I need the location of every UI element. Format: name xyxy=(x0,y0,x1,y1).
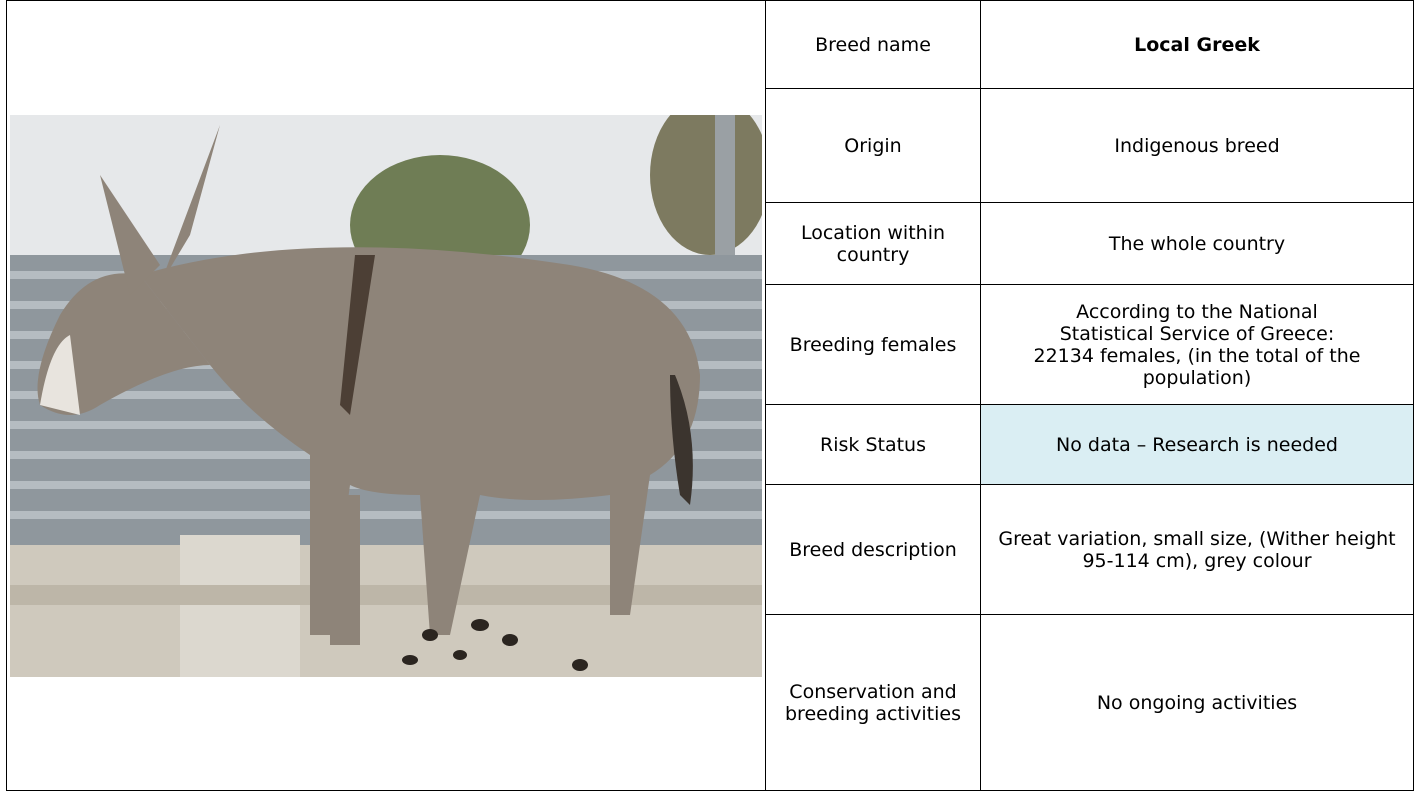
row-label: Breed name xyxy=(765,0,981,89)
row-label: Origin xyxy=(765,88,981,203)
row-value: Great variation, small size, (Wither hei… xyxy=(980,484,1414,615)
row-value: No ongoing activities xyxy=(980,614,1414,791)
row-label: Location within country xyxy=(765,202,981,285)
row-value: The whole country xyxy=(980,202,1414,285)
photo-cell xyxy=(6,0,766,791)
row-value: According to the National Statistical Se… xyxy=(980,284,1414,405)
row-value: No data – Research is needed xyxy=(980,404,1414,485)
row-value: Indigenous breed xyxy=(980,88,1414,203)
row-label: Conservation and breeding activities xyxy=(765,614,981,791)
row-label: Risk Status xyxy=(765,404,981,485)
donkey-photo xyxy=(10,114,762,677)
row-label: Breed description xyxy=(765,484,981,615)
row-label: Breeding females xyxy=(765,284,981,405)
row-value: Local Greek xyxy=(980,0,1414,89)
breed-table: Breed name Local Greek Origin Indigenous… xyxy=(6,0,1414,791)
